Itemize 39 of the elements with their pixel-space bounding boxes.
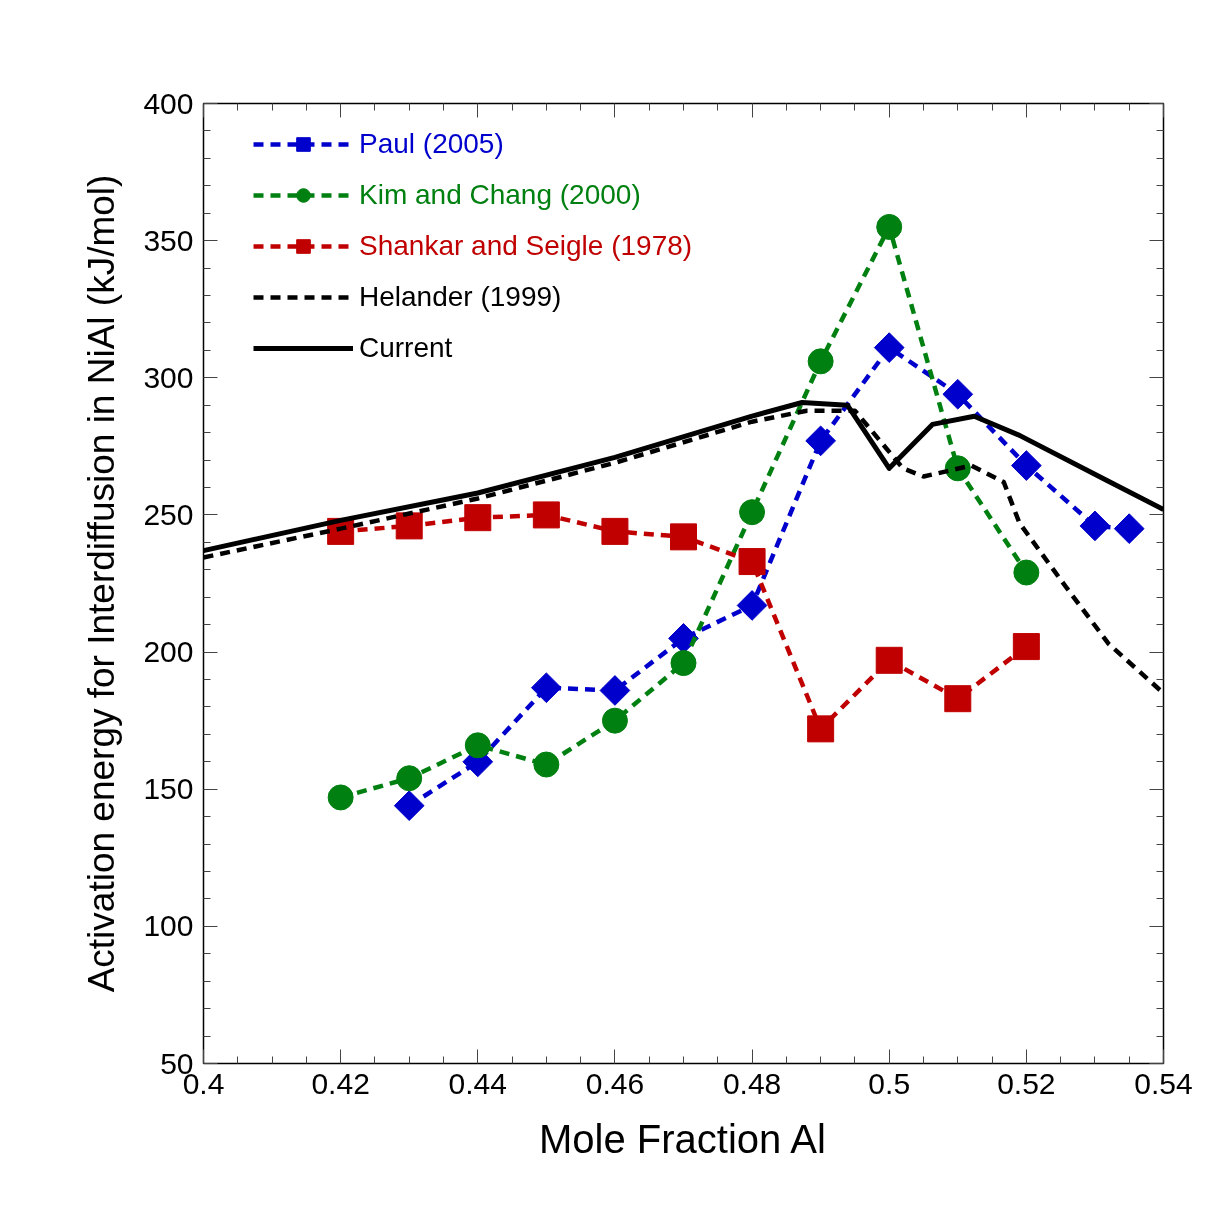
point <box>942 378 974 410</box>
y-tick-label: 400 <box>143 86 194 120</box>
y-tick-label: 150 <box>143 772 194 806</box>
y-axis-title: Activation energy for Interdiffusion in NiAl (kJ/mol) <box>81 174 123 993</box>
y-tick-label: 350 <box>143 223 194 257</box>
point <box>464 504 492 532</box>
legend-label: Paul (2005) <box>359 128 504 160</box>
y-tick-label: 200 <box>143 635 194 669</box>
point <box>327 784 354 811</box>
point <box>1113 513 1145 544</box>
x-tick-label: 0.44 <box>448 1066 507 1100</box>
point <box>1013 559 1040 586</box>
x-tick-label: 0.48 <box>722 1066 782 1100</box>
point <box>532 501 560 529</box>
legend-label: Kim and Chang (2000) <box>359 179 641 211</box>
point <box>599 675 631 706</box>
point <box>738 548 766 576</box>
legend-label: Current <box>359 332 453 364</box>
x-tick-label: 0.42 <box>311 1066 370 1100</box>
x-tick-label: 0.5 <box>868 1066 911 1100</box>
x-tick-label: 0.46 <box>585 1066 645 1100</box>
legend-label: Shankar and Seigle (1978) <box>359 230 693 262</box>
point <box>1011 450 1042 481</box>
x-tick-label: 0.54 <box>1134 1066 1193 1100</box>
legend-label: Helander (1999) <box>359 281 562 313</box>
x-tick-label: 0.52 <box>997 1066 1056 1100</box>
point <box>736 590 768 621</box>
point <box>396 765 423 792</box>
point <box>601 517 629 545</box>
point <box>670 523 697 551</box>
point <box>1012 633 1040 661</box>
x-axis-title: Mole Fraction Al <box>539 1116 826 1161</box>
y-tick-label: 100 <box>143 909 194 943</box>
point <box>393 790 425 822</box>
y-tick-label: 300 <box>143 360 194 394</box>
point <box>807 715 835 743</box>
point <box>876 213 903 240</box>
y-tick-label: 250 <box>143 497 194 531</box>
point <box>807 348 834 375</box>
